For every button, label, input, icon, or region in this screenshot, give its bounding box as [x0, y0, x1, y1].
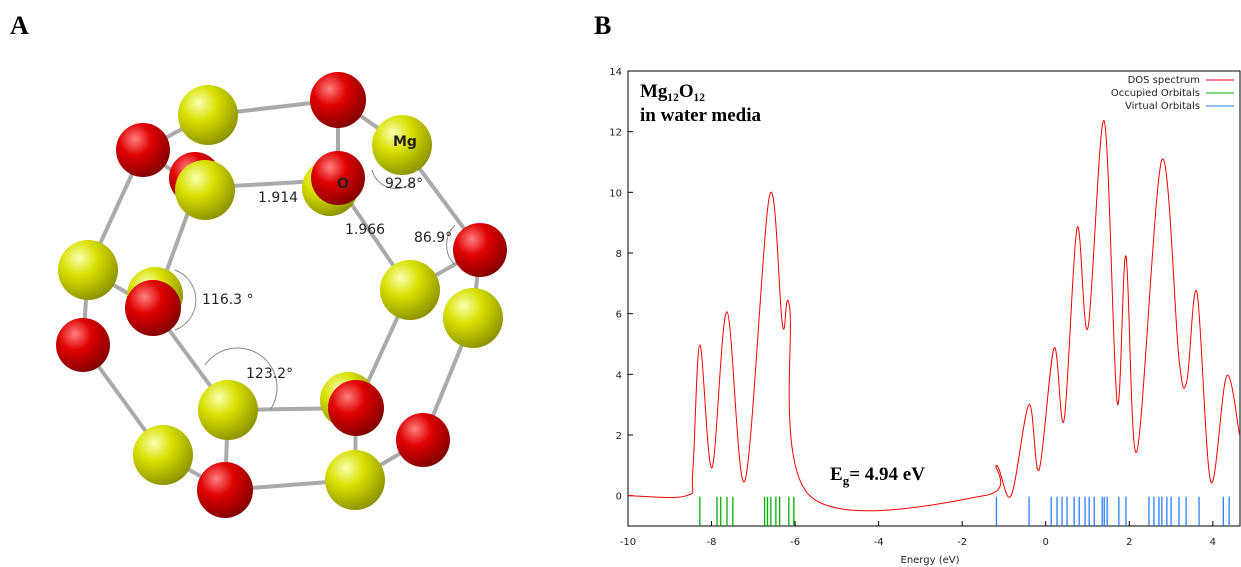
annotation: in water media	[640, 105, 762, 126]
legend-label: DOS spectrum	[1128, 75, 1200, 86]
annotation-part: = 4.94 eV	[849, 464, 925, 485]
legend-label: Virtual Orbitals	[1125, 101, 1200, 112]
x-tick-label: 2	[1126, 537, 1132, 548]
atom-label: Mg	[393, 134, 417, 150]
x-tick-label: -8	[707, 537, 717, 548]
y-tick-label: 2	[616, 431, 622, 442]
y-tick-label: 14	[609, 67, 622, 78]
x-tick-label: 0	[1043, 537, 1049, 548]
y-tick-label: 0	[616, 492, 622, 503]
x-tick-label: -4	[874, 537, 884, 548]
panel-label: A	[10, 11, 29, 40]
annotation: Mg₁₂O₁₂	[640, 81, 705, 102]
atom-label: O	[337, 176, 349, 192]
bond-length: 1.966	[345, 222, 385, 238]
x-tick-label: 4	[1210, 537, 1216, 548]
y-tick-label: 6	[616, 310, 622, 321]
angle-label: 86.9°	[414, 230, 452, 246]
x-axis-label: Energy (eV)	[901, 555, 960, 566]
y-tick-label: 8	[616, 249, 622, 260]
x-tick-label: -6	[790, 537, 800, 548]
annotation: Eg= 4.94 eV	[830, 464, 925, 488]
angle-label: 123.2°	[246, 366, 293, 382]
plot-frame	[627, 70, 1241, 527]
dos-line	[627, 120, 1241, 512]
x-tick-label: -10	[620, 537, 636, 548]
x-tick-label: -2	[957, 537, 967, 548]
angle-label: 92.8°	[385, 176, 423, 192]
annotation-part: g	[843, 473, 850, 488]
bond-length: 1.914	[258, 190, 298, 206]
y-tick-label: 10	[609, 188, 622, 199]
annotation-part: E	[830, 464, 843, 485]
y-tick-label: 4	[616, 370, 622, 381]
molecule	[56, 72, 507, 518]
angle-label: 116.3 °	[202, 292, 254, 308]
panel-label: B	[594, 11, 611, 40]
y-tick-label: 12	[609, 128, 622, 139]
legend-label: Occupied Orbitals	[1111, 88, 1200, 99]
